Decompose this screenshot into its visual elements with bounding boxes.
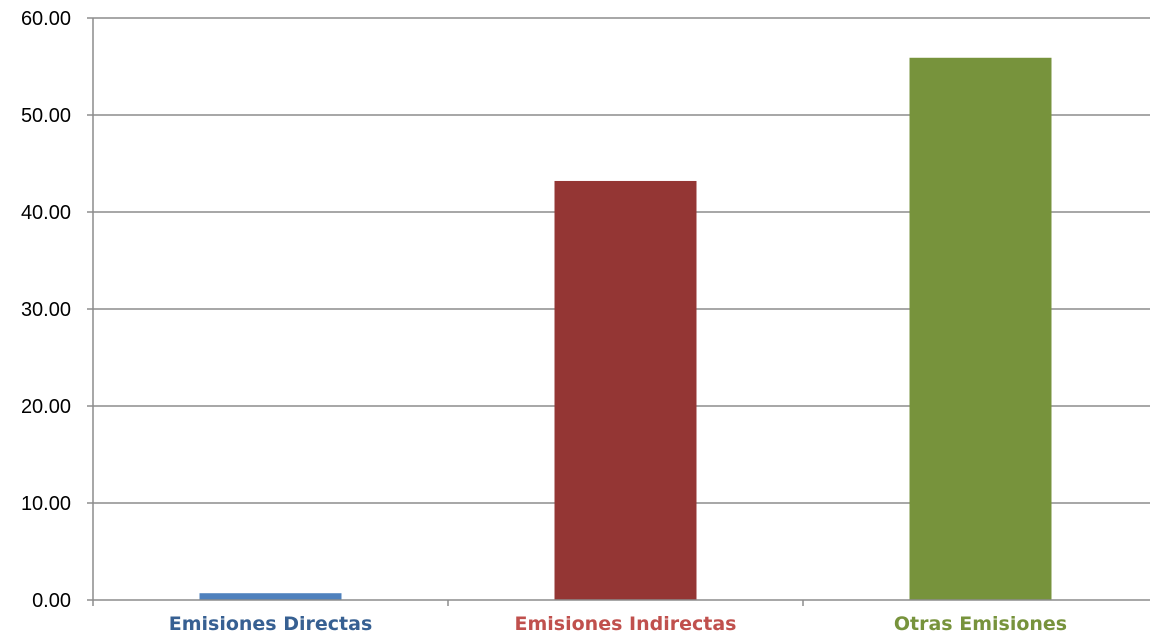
y-tick-label-2: 20.00	[21, 396, 71, 418]
y-tick-label-5: 50.00	[21, 105, 71, 127]
category-label-2: Otras Emisiones	[894, 613, 1067, 635]
category-label-1: Emisiones Indirectas	[515, 613, 737, 635]
axes	[87, 17, 1150, 606]
y-tick-label-1: 10.00	[21, 493, 71, 515]
bar-2	[909, 57, 1052, 600]
y-tick-labels: 0.00 10.00 20.00 30.00 40.00 50.00 60.00	[21, 8, 71, 612]
category-labels: Emisiones Directas Emisiones Indirectas Ot…	[169, 613, 1067, 635]
bar-0	[199, 593, 342, 600]
category-label-0: Emisiones Directas	[169, 613, 373, 635]
bar-1	[554, 180, 697, 600]
y-tick-label-6: 60.00	[21, 8, 71, 30]
y-tick-label-4: 40.00	[21, 202, 71, 224]
bars	[199, 57, 1052, 600]
y-tick-label-3: 30.00	[21, 299, 71, 321]
y-tick-label-0: 0.00	[32, 590, 71, 612]
